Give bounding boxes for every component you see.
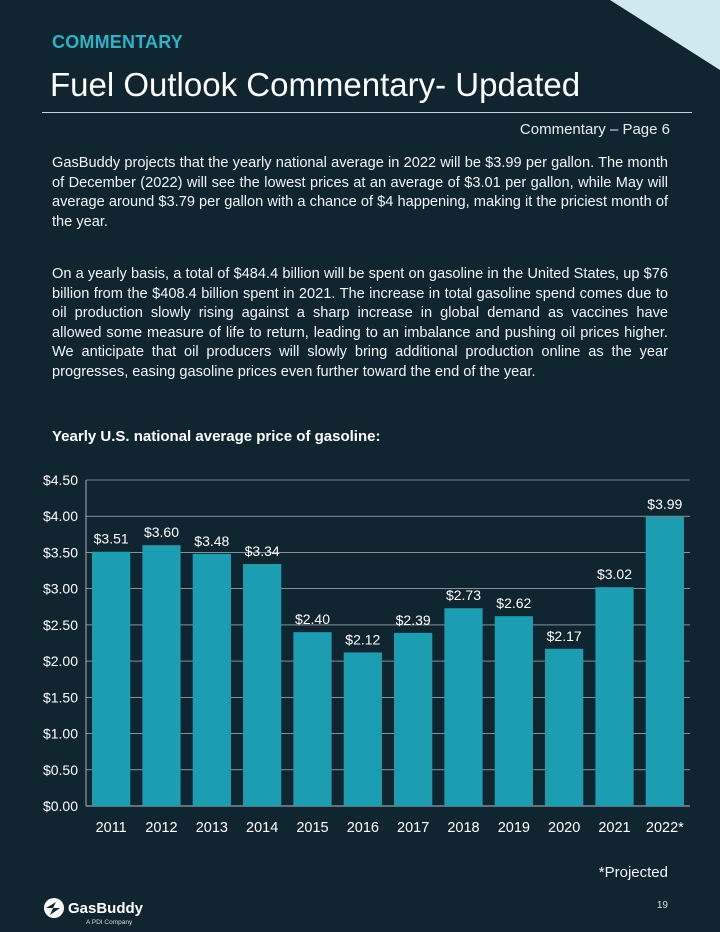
x-tick-label: 2017 xyxy=(397,820,429,836)
y-tick-label: $1.00 xyxy=(43,726,78,742)
projected-footnote: *Projected xyxy=(598,864,668,881)
bar-2018 xyxy=(444,608,483,806)
data-label: $2.73 xyxy=(446,587,481,603)
y-tick-label: $1.50 xyxy=(43,689,78,705)
bar-2021 xyxy=(595,587,634,806)
bar-2019 xyxy=(494,616,533,806)
bar-chart: $0.00 $0.50 $1.00 $1.50 $2.00 $2.50 $3.00 $3.50… xyxy=(43,472,690,836)
data-label: $2.39 xyxy=(396,612,431,628)
paragraph-1: GasBuddy projects that the yearly nation… xyxy=(52,155,668,230)
bar-2013 xyxy=(192,553,231,806)
bar-2016 xyxy=(343,652,382,806)
data-label: $2.40 xyxy=(295,611,330,627)
data-label: $3.51 xyxy=(94,531,129,547)
y-tick-label: $4.00 xyxy=(43,508,78,524)
y-tick-label: $0.50 xyxy=(43,762,78,778)
y-tick-label: $4.50 xyxy=(43,472,78,488)
x-tick-label: 2014 xyxy=(246,820,278,836)
paragraph-2: On a yearly basis, a total of $484.4 bil… xyxy=(52,266,668,380)
data-label: $3.99 xyxy=(647,496,682,512)
x-tick-label: 2020 xyxy=(548,820,580,836)
x-tick-label: 2021 xyxy=(598,820,630,836)
section-label: COMMENTARY xyxy=(52,32,183,52)
page-reference: Commentary – Page 6 xyxy=(519,121,670,138)
bar-2011 xyxy=(92,551,131,806)
data-label: $3.48 xyxy=(194,533,229,549)
x-tick-label: 2013 xyxy=(196,820,228,836)
x-tick-label: 2016 xyxy=(347,820,379,836)
title-divider xyxy=(42,112,692,113)
data-label: $2.17 xyxy=(547,628,582,644)
y-tick-label: $2.50 xyxy=(43,617,78,633)
x-tick-label: 2022* xyxy=(646,820,684,836)
x-tick-label: 2018 xyxy=(447,820,479,836)
bar-2017 xyxy=(394,632,433,806)
bar-2012 xyxy=(142,545,181,806)
y-tick-label: $0.00 xyxy=(43,798,78,814)
x-tick-label: 2011 xyxy=(96,820,127,836)
corner-decoration xyxy=(610,0,720,70)
bar-2015 xyxy=(293,632,332,806)
data-label: $3.34 xyxy=(245,543,280,559)
brand-name: GasBuddy xyxy=(68,900,144,917)
y-tick-label: $2.00 xyxy=(43,653,78,669)
data-label: $3.02 xyxy=(597,566,632,582)
y-tick-label: $3.00 xyxy=(43,581,78,597)
bar-2014 xyxy=(243,564,282,806)
data-label: $2.62 xyxy=(496,595,531,611)
bar-2020 xyxy=(545,648,584,806)
x-tick-label: 2015 xyxy=(296,820,328,836)
page-number: 19 xyxy=(656,900,668,911)
x-tick-label: 2012 xyxy=(145,820,177,836)
gasbuddy-logo-icon xyxy=(44,898,64,918)
page-title: Fuel Outlook Commentary- Updated xyxy=(50,66,581,103)
brand-tagline: A PDI Company xyxy=(86,919,133,926)
y-tick-label: $3.50 xyxy=(43,544,78,560)
bar-2022* xyxy=(645,516,684,806)
x-tick-label: 2019 xyxy=(498,820,530,836)
chart-title: Yearly U.S. national average price of ga… xyxy=(52,428,381,445)
corner-triangle xyxy=(610,0,720,70)
data-label: $3.60 xyxy=(144,524,179,540)
data-label: $2.12 xyxy=(345,631,380,647)
